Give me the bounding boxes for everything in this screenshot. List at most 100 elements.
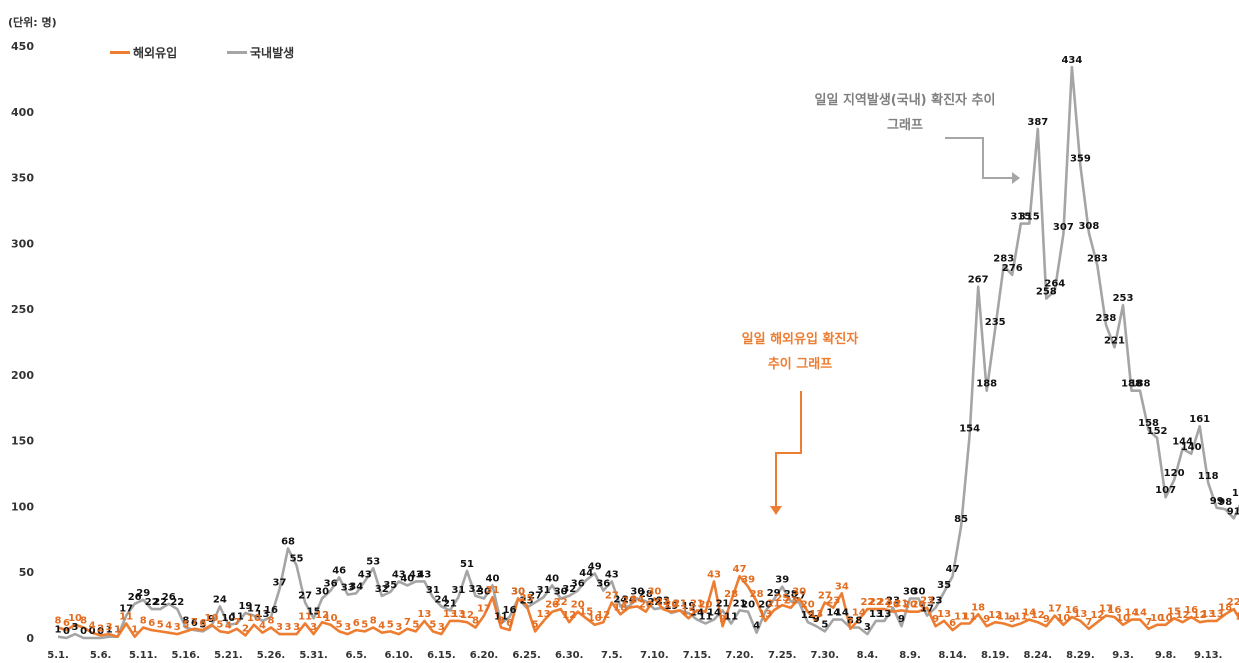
x-tick-label: 7.20.: [725, 650, 753, 661]
x-tick-label: 8.29.: [1066, 650, 1094, 661]
x-tick-label: 5.31.: [299, 650, 327, 661]
data-label: 14: [1125, 608, 1139, 619]
data-label: 14: [826, 608, 840, 619]
data-label: 0: [63, 626, 70, 637]
data-label: 3: [174, 622, 181, 633]
annotation-domestic-line2: 그래프: [887, 118, 923, 133]
data-label: 40: [545, 573, 559, 584]
data-label: 28: [784, 589, 798, 600]
x-tick-label: 6.20.: [470, 650, 498, 661]
data-label: 30: [630, 587, 644, 598]
data-label: 10: [1116, 613, 1130, 624]
data-label: 23: [784, 596, 798, 607]
x-tick-label: 8.19.: [981, 650, 1009, 661]
data-label: 17: [247, 604, 261, 615]
data-label: 16: [1065, 605, 1079, 616]
y-tick-label: 0: [26, 632, 34, 645]
data-label: 8: [80, 615, 87, 626]
data-label: 12: [562, 610, 576, 621]
x-tick-label: 6.15.: [427, 650, 455, 661]
data-label: 1: [131, 625, 138, 636]
data-label: 4: [259, 621, 266, 632]
y-tick-label: 250: [11, 303, 34, 316]
data-label: 23: [929, 596, 943, 607]
data-label: 258: [1036, 287, 1057, 298]
data-label: 44: [579, 568, 593, 579]
series-line-domestic: [57, 65, 1239, 640]
data-label: 105: [1232, 488, 1239, 499]
y-tick-label: 300: [11, 237, 34, 250]
data-label: 14: [1133, 608, 1147, 619]
data-label: 264: [1044, 279, 1065, 290]
y-tick-label: 50: [19, 566, 35, 579]
annotation-overseas-arrow: [775, 391, 802, 506]
data-label: 283: [993, 254, 1014, 265]
legend-swatch-domestic: [227, 51, 247, 54]
data-label: 12: [1031, 610, 1045, 621]
data-label: 46: [332, 565, 346, 576]
x-tick-label: 5.21.: [214, 650, 242, 661]
data-label: 25: [775, 593, 789, 604]
data-label: 19: [682, 601, 696, 612]
x-tick-label: 9.13.: [1194, 650, 1222, 661]
data-label: 26: [162, 592, 176, 603]
data-label: 30: [647, 587, 661, 598]
data-label: 15: [682, 606, 696, 617]
data-label: 7: [404, 617, 411, 628]
data-label: 22: [1227, 597, 1239, 608]
data-label: 19: [238, 601, 252, 612]
data-label: 24: [434, 594, 448, 605]
data-label: 13: [417, 609, 431, 620]
legend-item-overseas: 해외유입: [110, 44, 177, 61]
data-label: 31: [451, 585, 465, 596]
data-label: 11: [724, 612, 738, 623]
data-label: 32: [469, 584, 483, 595]
data-label: 7: [1085, 617, 1092, 628]
data-label: 6: [148, 618, 155, 629]
data-label: 34: [349, 581, 363, 592]
data-label: 43: [707, 569, 721, 580]
data-label: 27: [605, 590, 619, 601]
data-label: 17: [1099, 604, 1113, 615]
data-label: 24: [613, 594, 627, 605]
data-label: 20: [571, 600, 585, 611]
data-label: 23: [826, 596, 840, 607]
data-label: 30: [511, 587, 525, 598]
data-label: 31: [537, 585, 551, 596]
x-tick-label: 5.6.: [90, 650, 112, 661]
data-label: 85: [954, 514, 968, 525]
data-label: 253: [1113, 293, 1134, 304]
data-label: 4: [165, 621, 172, 632]
data-label: 10: [68, 613, 82, 624]
data-label: 4: [753, 621, 760, 632]
data-label: 47: [946, 564, 960, 575]
data-label: 315: [1019, 212, 1040, 223]
data-label: 154: [959, 423, 980, 434]
data-label: 21: [733, 598, 747, 609]
x-tick-label: 5.26.: [257, 650, 285, 661]
data-label: 5: [429, 619, 436, 630]
data-label: 12: [460, 610, 474, 621]
data-label: 27: [792, 590, 806, 601]
data-label: 9: [813, 614, 820, 625]
data-label: 8: [55, 615, 62, 626]
data-label: 21: [690, 598, 704, 609]
data-label: 5: [412, 619, 419, 630]
data-label: 267: [968, 275, 989, 286]
data-label: 21: [767, 598, 781, 609]
annotation-overseas-line2: 추이 그래프: [767, 357, 833, 372]
x-tick-label: 5.1.: [47, 650, 69, 661]
data-label: 11: [1235, 612, 1239, 623]
data-label: 7: [191, 617, 198, 628]
data-label: 152: [1147, 426, 1168, 437]
data-label: 6: [199, 618, 206, 629]
y-tick-label: 100: [11, 500, 34, 513]
data-label: 14: [690, 608, 704, 619]
data-label: 283: [1087, 254, 1108, 265]
data-label: 6: [63, 618, 70, 629]
data-label: 10: [247, 613, 261, 624]
legend-item-domestic: 국내발생: [227, 44, 294, 61]
data-label: 118: [1198, 471, 1219, 482]
data-label: 20: [758, 600, 772, 611]
data-label: 308: [1078, 221, 1099, 232]
